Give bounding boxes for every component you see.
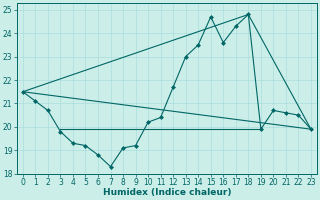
X-axis label: Humidex (Indice chaleur): Humidex (Indice chaleur) [103, 188, 231, 197]
